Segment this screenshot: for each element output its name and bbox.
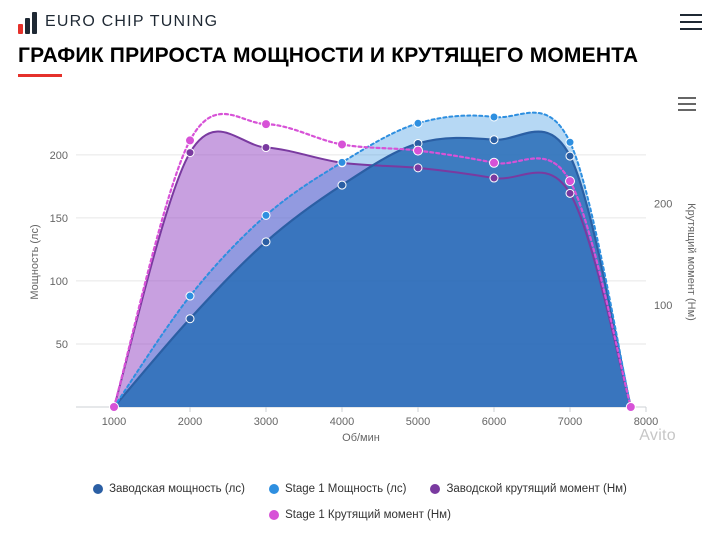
svg-text:150: 150 <box>50 213 68 225</box>
svg-text:Крутящий момент (Нм): Крутящий момент (Нм) <box>685 203 697 321</box>
legend-label: Stage 1 Мощность (лс) <box>285 483 406 495</box>
chart-container: 50 100 150 200 100 200 1000 2000 3000 4000 5000 600… <box>18 97 702 533</box>
legend-item-torque_stage1[interactable]: Stage 1 Крутящий момент (Нм) <box>269 509 451 521</box>
svg-text:2000: 2000 <box>178 416 202 428</box>
chart-legend: Заводская мощность (лс) Stage 1 Мощность … <box>18 477 702 533</box>
title-underline <box>18 74 62 77</box>
svg-text:3000: 3000 <box>254 416 278 428</box>
legend-swatch <box>93 484 103 494</box>
legend-swatch <box>269 510 279 520</box>
legend-swatch <box>430 484 440 494</box>
svg-text:200: 200 <box>50 150 68 162</box>
svg-text:1000: 1000 <box>102 416 126 428</box>
chart-menu-icon[interactable] <box>678 97 696 111</box>
brand-text: EURO CHIP TUNING <box>45 13 218 31</box>
legend-label: Заводская мощность (лс) <box>109 483 245 495</box>
page-title: ГРАФИК ПРИРОСТА МОЩНОСТИ И КРУТЯЩЕГО МОМ… <box>18 44 702 68</box>
svg-text:Об/мин: Об/мин <box>342 432 380 444</box>
svg-text:200: 200 <box>654 198 672 210</box>
svg-text:100: 100 <box>50 276 68 288</box>
watermark: Avito <box>639 427 676 445</box>
svg-text:Мощность (лс): Мощность (лс) <box>29 224 41 299</box>
svg-text:5000: 5000 <box>406 416 430 428</box>
legend-item-power_stage1[interactable]: Stage 1 Мощность (лс) <box>269 483 406 495</box>
svg-text:4000: 4000 <box>330 416 354 428</box>
svg-text:6000: 6000 <box>482 416 506 428</box>
menu-icon[interactable] <box>680 14 702 30</box>
legend-swatch <box>269 484 279 494</box>
svg-text:100: 100 <box>654 300 672 312</box>
logo-icon <box>18 10 37 34</box>
legend-label: Stage 1 Крутящий момент (Нм) <box>285 509 451 521</box>
legend-label: Заводской крутящий момент (Нм) <box>446 483 626 495</box>
power-torque-chart: 50 100 150 200 100 200 1000 2000 3000 4000 5000 600… <box>18 97 702 477</box>
title-block: ГРАФИК ПРИРОСТА МОЩНОСТИ И КРУТЯЩЕГО МОМ… <box>0 42 720 83</box>
svg-text:50: 50 <box>56 339 68 351</box>
legend-item-power_stock[interactable]: Заводская мощность (лс) <box>93 483 245 495</box>
logo[interactable]: EURO CHIP TUNING <box>18 10 218 34</box>
site-header: EURO CHIP TUNING <box>0 0 720 42</box>
legend-item-torque_stock[interactable]: Заводской крутящий момент (Нм) <box>430 483 626 495</box>
svg-text:7000: 7000 <box>558 416 582 428</box>
